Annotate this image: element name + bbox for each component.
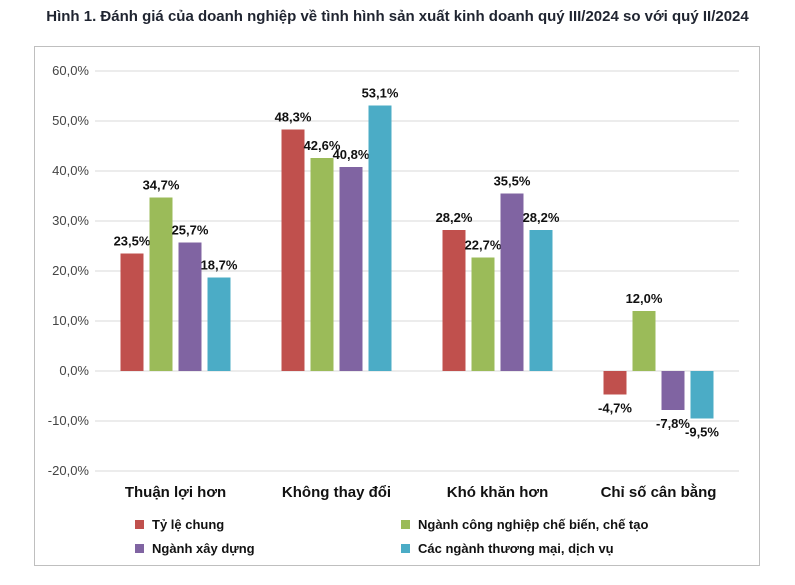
bar bbox=[339, 167, 363, 371]
data-label: -7,8% bbox=[656, 416, 690, 431]
bar bbox=[632, 311, 656, 371]
legend-item: Tỷ lệ chung bbox=[135, 517, 224, 532]
data-label: 34,7% bbox=[143, 178, 180, 193]
legend-label: Ngành xây dựng bbox=[152, 541, 255, 556]
data-label: 48,3% bbox=[275, 110, 312, 125]
data-label: 12,0% bbox=[626, 291, 663, 306]
bar-chart: -20,0% -10,0% 0,0% 10,0% 20,0% 30,0% 40,0% 50,0… bbox=[48, 63, 739, 501]
data-label: 23,5% bbox=[114, 234, 151, 249]
data-label: 28,2% bbox=[436, 210, 473, 225]
y-tick-label: 50,0% bbox=[52, 113, 89, 128]
legend-label: Tỷ lệ chung bbox=[152, 517, 225, 532]
data-label: 28,2% bbox=[523, 210, 560, 225]
bar bbox=[310, 158, 334, 371]
y-tick-label: -20,0% bbox=[48, 463, 90, 478]
legend-swatch-3 bbox=[401, 544, 410, 553]
legend-item: Ngành xây dựng bbox=[135, 541, 255, 556]
y-tick-label: 20,0% bbox=[52, 263, 89, 278]
legend-label: Ngành công nghiệp chế biến, chế tạo bbox=[418, 517, 649, 532]
bar bbox=[368, 105, 392, 371]
category-label: Khó khăn hơn bbox=[447, 484, 549, 501]
bar bbox=[281, 129, 305, 371]
y-tick-label: 60,0% bbox=[52, 63, 89, 78]
bar bbox=[149, 197, 173, 371]
y-tick-label: 0,0% bbox=[59, 363, 89, 378]
data-label: 35,5% bbox=[494, 174, 531, 189]
data-label: 22,7% bbox=[465, 238, 502, 253]
bar bbox=[603, 371, 627, 395]
y-tick-label: -10,0% bbox=[48, 413, 90, 428]
y-tick-label: 10,0% bbox=[52, 313, 89, 328]
bar bbox=[442, 230, 466, 371]
chart-frame: -20,0% -10,0% 0,0% 10,0% 20,0% 30,0% 40,0% 50,0… bbox=[34, 46, 760, 566]
y-tick-label: 30,0% bbox=[52, 213, 89, 228]
legend-item: Ngành công nghiệp chế biến, chế tạo bbox=[401, 517, 648, 532]
bar bbox=[529, 230, 553, 371]
data-label: 25,7% bbox=[172, 223, 209, 238]
bar bbox=[178, 242, 202, 371]
legend-item: Các ngành thương mại, dịch vụ bbox=[401, 541, 614, 556]
bar bbox=[500, 193, 524, 371]
data-label: 42,6% bbox=[304, 138, 341, 153]
data-label: -9,5% bbox=[685, 425, 719, 440]
data-label: 40,8% bbox=[333, 147, 370, 162]
data-label: -4,7% bbox=[598, 401, 632, 416]
bar bbox=[661, 371, 685, 410]
bar bbox=[690, 371, 714, 419]
category-label: Không thay đổi bbox=[282, 484, 391, 501]
figure-title: Hình 1. Đánh giá của doanh nghiệp về tìn… bbox=[46, 8, 749, 25]
legend-label: Các ngành thương mại, dịch vụ bbox=[418, 541, 614, 556]
bar bbox=[120, 253, 144, 371]
legend-swatch-2 bbox=[135, 544, 144, 553]
bar bbox=[207, 277, 231, 371]
legend-swatch-0 bbox=[135, 520, 144, 529]
data-label: 18,7% bbox=[201, 258, 238, 273]
data-label: 53,1% bbox=[362, 86, 399, 101]
category-label: Chỉ số cân bằng bbox=[601, 483, 717, 501]
y-tick-label: 40,0% bbox=[52, 163, 89, 178]
category-label: Thuận lợi hơn bbox=[125, 484, 226, 501]
legend-swatch-1 bbox=[401, 520, 410, 529]
bar bbox=[471, 257, 495, 371]
